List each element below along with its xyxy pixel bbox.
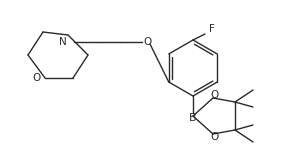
Text: B: B bbox=[189, 113, 197, 123]
Text: F: F bbox=[209, 24, 215, 34]
Text: O: O bbox=[33, 73, 41, 83]
Text: N: N bbox=[59, 37, 67, 47]
Text: O: O bbox=[144, 37, 152, 47]
Text: O: O bbox=[211, 90, 219, 100]
Text: O: O bbox=[211, 132, 219, 142]
